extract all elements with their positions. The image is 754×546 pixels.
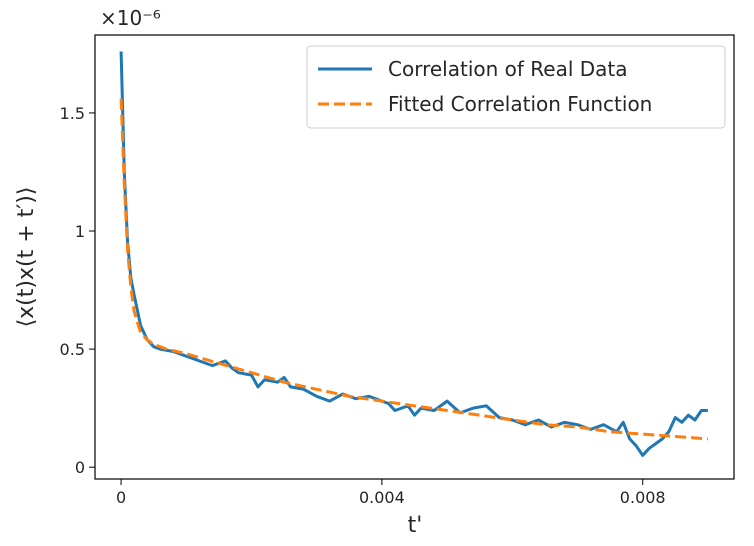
y-tick-label: 1.5 xyxy=(60,104,85,123)
plot-lines xyxy=(119,51,709,457)
y-axis-label: ⟨x(t)x(t + t′)⟩ xyxy=(14,187,39,328)
legend-label-fitted: Fitted Correlation Function xyxy=(388,92,652,116)
x-tick-label: 0.008 xyxy=(620,488,666,507)
axes-frame xyxy=(94,34,735,480)
y-tick-label: 1 xyxy=(75,222,85,241)
x-axis-ticks: 0 0.004 0.008 xyxy=(116,479,666,507)
series-line-1 xyxy=(119,98,709,441)
y-axis-ticks: 0 0.5 1 1.5 xyxy=(60,104,95,477)
x-tick-label: 0.004 xyxy=(359,488,405,507)
y-tick-label: 0 xyxy=(75,458,85,477)
legend-label-real-data: Correlation of Real Data xyxy=(388,57,628,81)
y-offset-text: ×10⁻⁶ xyxy=(100,6,161,30)
legend: Correlation of Real Data Fitted Correlat… xyxy=(306,45,726,129)
x-axis-label: t' xyxy=(408,513,423,538)
y-tick-label: 0.5 xyxy=(60,340,85,359)
series-line-0 xyxy=(119,51,708,457)
x-tick-label: 0 xyxy=(116,488,126,507)
legend-box xyxy=(306,45,726,129)
